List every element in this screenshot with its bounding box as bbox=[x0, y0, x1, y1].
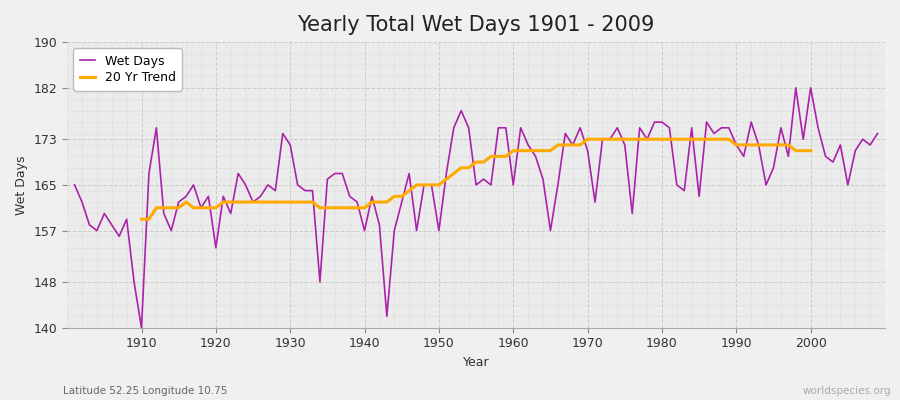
Wet Days bbox=[508, 182, 518, 187]
Title: Yearly Total Wet Days 1901 - 2009: Yearly Total Wet Days 1901 - 2009 bbox=[297, 15, 655, 35]
Wet Days bbox=[129, 280, 140, 284]
Line: Wet Days: Wet Days bbox=[75, 88, 878, 328]
Legend: Wet Days, 20 Yr Trend: Wet Days, 20 Yr Trend bbox=[74, 48, 182, 91]
Text: Latitude 52.25 Longitude 10.75: Latitude 52.25 Longitude 10.75 bbox=[63, 386, 228, 396]
X-axis label: Year: Year bbox=[463, 356, 490, 369]
20 Yr Trend bbox=[292, 200, 303, 204]
Wet Days bbox=[136, 325, 147, 330]
Wet Days bbox=[69, 182, 80, 187]
Wet Days bbox=[516, 125, 526, 130]
20 Yr Trend bbox=[806, 148, 816, 153]
Wet Days bbox=[605, 137, 616, 142]
20 Yr Trend bbox=[708, 137, 719, 142]
Wet Days bbox=[345, 194, 356, 199]
20 Yr Trend bbox=[136, 217, 147, 222]
Wet Days bbox=[872, 131, 883, 136]
20 Yr Trend bbox=[218, 200, 229, 204]
Y-axis label: Wet Days: Wet Days bbox=[15, 155, 28, 215]
20 Yr Trend bbox=[307, 200, 318, 204]
Line: 20 Yr Trend: 20 Yr Trend bbox=[141, 139, 811, 219]
Text: worldspecies.org: worldspecies.org bbox=[803, 386, 891, 396]
Wet Days bbox=[300, 188, 310, 193]
20 Yr Trend bbox=[582, 137, 593, 142]
20 Yr Trend bbox=[790, 148, 801, 153]
20 Yr Trend bbox=[797, 148, 808, 153]
Wet Days bbox=[790, 86, 801, 90]
